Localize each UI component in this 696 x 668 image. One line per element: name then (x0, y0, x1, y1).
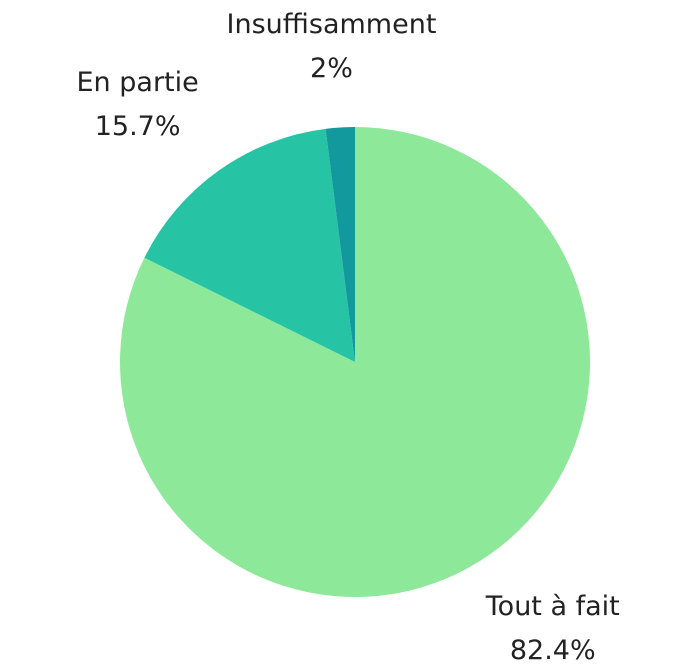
slice-value-label: 82.4% (510, 635, 596, 666)
slice-value-label: 2% (310, 53, 353, 84)
slice-value-label: 15.7% (95, 111, 181, 142)
pie-slice (325, 127, 355, 362)
slice-label: Tout à fait (485, 591, 620, 622)
slice-label: En partie (77, 67, 199, 98)
pie-slice (144, 128, 355, 362)
slice-label: Insuffisamment (227, 9, 437, 40)
pie-slice (119, 127, 590, 597)
